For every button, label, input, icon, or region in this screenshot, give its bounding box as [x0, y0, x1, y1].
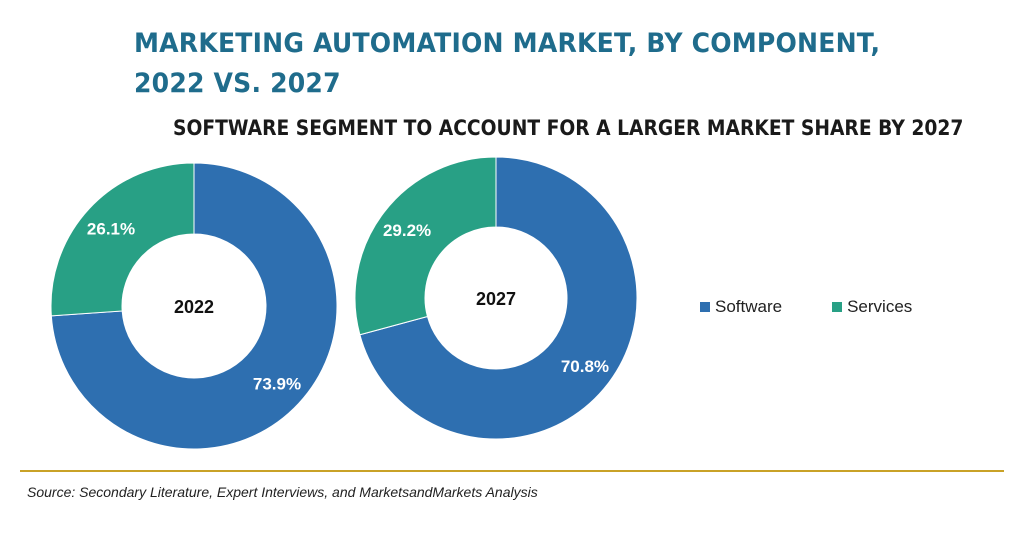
legend-swatch-software: [700, 302, 710, 312]
slice-services-2022: [50, 162, 195, 317]
slice-software-2022: [50, 162, 338, 450]
slice-services-2027: [354, 156, 497, 336]
center-label-2022: 2022: [174, 297, 214, 317]
center-label-2027: 2027: [476, 289, 516, 309]
slice-software-2027: [359, 156, 638, 440]
donut-2022: 73.9% 26.1% 2022: [50, 162, 338, 450]
source-note: Source: Secondary Literature, Expert Int…: [27, 484, 538, 500]
title-line-1: MARKETING AUTOMATION MARKET, BY COMPONEN…: [134, 28, 881, 59]
data-label-services-2022: 26.1%: [87, 220, 135, 239]
donut-2027: 70.8% 29.2% 2027: [354, 156, 638, 440]
legend-swatch-services: [832, 302, 843, 312]
data-label-services-2027: 29.2%: [383, 221, 431, 240]
divider: [20, 470, 1004, 472]
legend: Software Services: [700, 297, 912, 317]
data-label-software-2022: 73.9%: [253, 374, 301, 393]
legend-item-services: Services: [832, 297, 912, 317]
donut-charts: 73.9% 26.1% 2022 70.8% 29.2% 2027: [50, 156, 638, 450]
data-label-software-2027: 70.8%: [561, 357, 609, 376]
legend-item-software: Software: [700, 297, 782, 317]
chart-subtitle: SOFTWARE SEGMENT TO ACCOUNT FOR A LARGER…: [173, 116, 964, 140]
legend-label-software: Software: [715, 297, 783, 316]
title-line-2: 2022 VS. 2027: [134, 68, 341, 99]
chart-title: MARKETING AUTOMATION MARKET, BY COMPONEN…: [134, 24, 880, 104]
legend-label-services: Services: [847, 297, 913, 316]
